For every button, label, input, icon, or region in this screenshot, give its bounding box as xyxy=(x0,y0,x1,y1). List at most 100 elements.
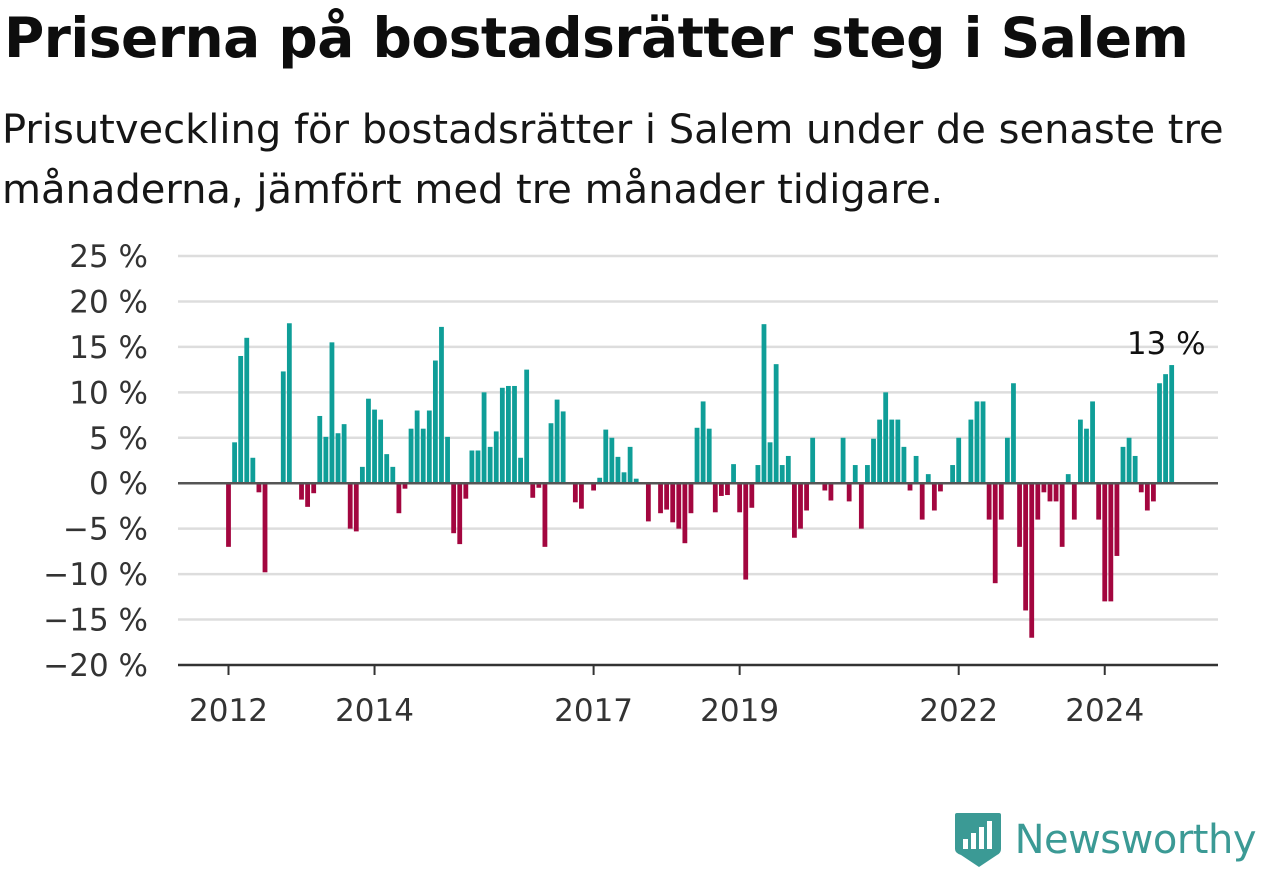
axes xyxy=(178,481,1218,667)
bar xyxy=(1004,437,1010,484)
newsworthy-logo-text: Newsworthy xyxy=(1014,817,1257,863)
bar xyxy=(323,436,329,484)
x-axis-ticks: 2012 2014 2017 2019 2022 2024 xyxy=(189,665,1144,729)
bar xyxy=(475,450,481,484)
bar xyxy=(731,464,736,484)
bar xyxy=(1053,483,1059,502)
bar-chart: 25 % 20 % 15 % 10 % 5 % 0 % −5 % −10 % −15 % −20 … xyxy=(43,239,1218,729)
bar xyxy=(1017,483,1022,547)
bar xyxy=(1041,483,1047,493)
y-tick-label: 20 % xyxy=(69,284,148,320)
x-tick-label: 2014 xyxy=(335,693,414,729)
bar xyxy=(603,429,609,484)
bar xyxy=(1163,374,1168,484)
bar xyxy=(1102,483,1108,602)
y-tick-label: 25 % xyxy=(69,239,148,275)
bar xyxy=(889,419,895,484)
bar xyxy=(226,483,231,547)
bar xyxy=(1157,383,1162,484)
bar xyxy=(645,483,651,522)
bar xyxy=(1065,474,1071,484)
bar xyxy=(1144,483,1150,511)
bar xyxy=(998,483,1004,520)
x-tick-label: 2024 xyxy=(1065,693,1144,729)
bar xyxy=(1132,455,1138,484)
bar xyxy=(286,323,292,484)
bar xyxy=(688,483,694,514)
bar xyxy=(718,483,724,496)
bar xyxy=(280,371,286,484)
bar xyxy=(767,442,773,484)
x-tick-label: 2017 xyxy=(554,693,633,729)
bar xyxy=(341,424,347,484)
bar xyxy=(858,483,864,529)
bar xyxy=(493,431,499,484)
bar xyxy=(1023,483,1029,611)
bar xyxy=(366,398,371,484)
bar xyxy=(384,454,390,484)
bar xyxy=(560,411,566,484)
bar xyxy=(396,483,402,514)
bar xyxy=(706,428,712,484)
bar xyxy=(968,419,974,484)
bar xyxy=(518,457,523,484)
y-tick-label: −20 % xyxy=(43,648,148,684)
bar xyxy=(1108,483,1114,602)
bar xyxy=(773,364,779,484)
y-tick-label: −5 % xyxy=(63,512,148,548)
bar xyxy=(499,387,505,484)
bar xyxy=(931,483,937,511)
bar xyxy=(986,483,992,520)
bar xyxy=(700,401,706,484)
bar xyxy=(913,455,919,484)
bar xyxy=(676,483,682,529)
bar xyxy=(919,483,925,520)
bar xyxy=(846,483,852,502)
bar xyxy=(536,483,542,488)
bar xyxy=(992,483,998,584)
bar xyxy=(852,465,858,484)
bar xyxy=(938,483,943,492)
bar xyxy=(822,483,828,491)
bar xyxy=(469,450,475,484)
bar xyxy=(749,483,755,508)
bar xyxy=(317,415,323,484)
bar xyxy=(925,474,931,484)
bar xyxy=(950,465,956,484)
bar xyxy=(1059,483,1065,547)
bar xyxy=(865,465,870,484)
bar xyxy=(512,385,517,484)
y-tick-label: 5 % xyxy=(89,421,148,457)
bar xyxy=(743,483,749,580)
bar xyxy=(779,465,785,484)
bar xyxy=(591,483,596,491)
bar xyxy=(542,483,548,547)
bar xyxy=(305,483,311,507)
bar xyxy=(1035,483,1041,520)
bar xyxy=(633,478,639,484)
bar xyxy=(694,427,700,484)
bar xyxy=(426,410,432,484)
bar xyxy=(609,437,615,484)
bar xyxy=(1071,483,1077,520)
bar xyxy=(840,437,846,484)
bar xyxy=(956,437,962,484)
y-axis-ticks: 25 % 20 % 15 % 10 % 5 % 0 % −5 % −10 % −15 % −20 … xyxy=(43,239,148,684)
bar xyxy=(432,360,438,484)
bar xyxy=(1011,383,1016,484)
y-tick-label: 0 % xyxy=(89,466,148,502)
bar xyxy=(1047,483,1053,502)
bar xyxy=(390,466,396,484)
bar xyxy=(554,399,560,484)
bar xyxy=(974,401,980,484)
bar xyxy=(1120,446,1126,484)
bar xyxy=(372,409,377,484)
bar xyxy=(347,483,353,529)
bar xyxy=(712,483,718,513)
bar xyxy=(530,483,536,498)
bar xyxy=(256,483,262,493)
chart-title: Priserna på bostadsrätter steg i Salem xyxy=(4,6,1189,70)
bar xyxy=(439,326,444,484)
bar xyxy=(506,385,511,484)
bar xyxy=(1029,483,1035,638)
